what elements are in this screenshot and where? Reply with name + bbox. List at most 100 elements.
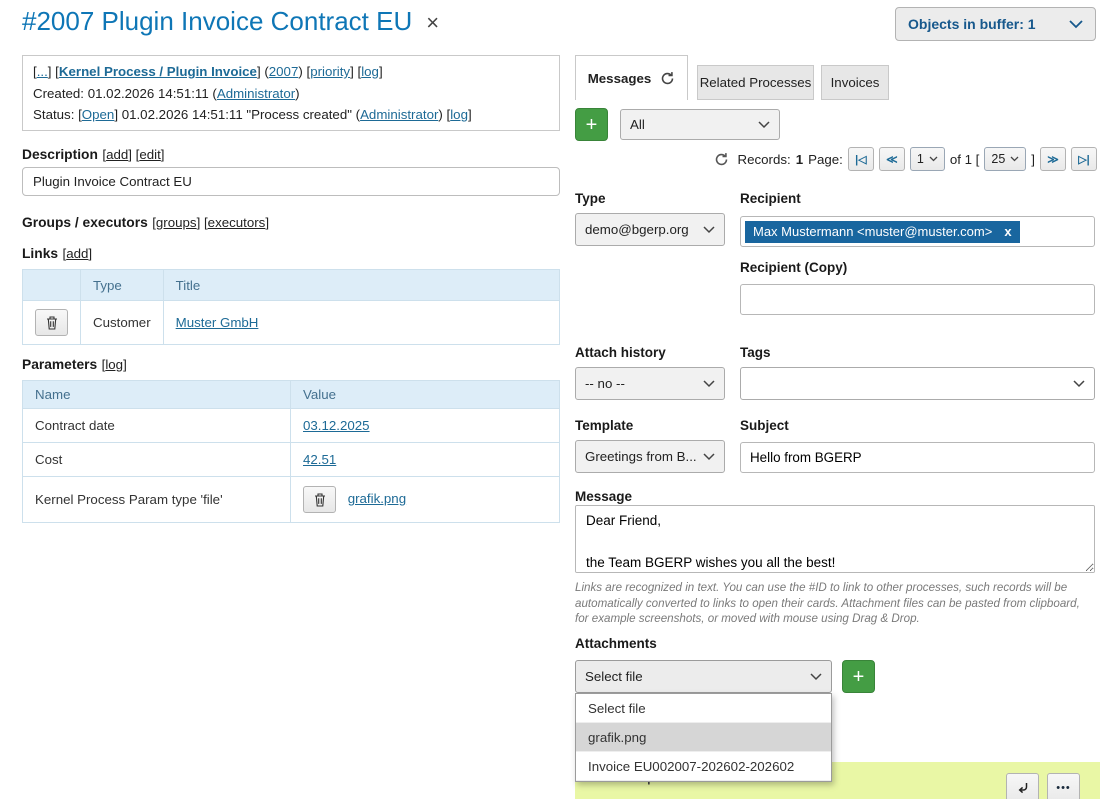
attachment-option[interactable]: grafik.png <box>576 723 831 752</box>
page-size-select[interactable]: 25 <box>984 147 1027 171</box>
tab-invoices[interactable]: Invoices <box>821 65 889 100</box>
parameters-log-link[interactable]: log <box>105 357 124 372</box>
title-row: #2007 Plugin Invoice Contract EU × <box>22 6 439 37</box>
table-row: Cost 42.51 <box>22 442 560 477</box>
template-select[interactable]: Greetings from B... <box>575 440 725 473</box>
add-message-button[interactable]: + <box>575 108 608 141</box>
reply-button[interactable] <box>1006 773 1039 799</box>
objects-in-buffer-label: Objects in buffer: 1 <box>908 16 1036 32</box>
close-icon[interactable]: × <box>426 9 440 35</box>
info-line-created: Created: 01.02.2026 14:51:11 (Administra… <box>33 83 549 105</box>
chevron-down-icon <box>703 225 715 234</box>
bracket: [ <box>102 147 107 162</box>
attachment-file-select[interactable]: Select file <box>575 660 832 693</box>
groups-link[interactable]: groups <box>155 215 197 230</box>
param-file-link[interactable]: grafik.png <box>347 491 407 507</box>
type-label: Type <box>575 191 606 206</box>
recipient-copy-label: Recipient (Copy) <box>740 260 848 275</box>
bracket: ) [ <box>298 64 311 79</box>
tab-messages-label: Messages <box>587 70 652 86</box>
page-of-label: of 1 [ <box>949 151 980 167</box>
attachment-option[interactable]: Invoice EU002007-202602-202602 <box>576 752 831 781</box>
add-attachment-button[interactable]: + <box>842 660 875 693</box>
plus-icon: + <box>852 665 865 688</box>
linked-object-link[interactable]: Muster GmbH <box>175 315 259 330</box>
plus-icon: + <box>585 113 598 136</box>
message-type-select[interactable]: demo@bgerp.org <box>575 213 725 246</box>
parameters-label: Parameters <box>22 357 98 372</box>
objects-in-buffer-dropdown[interactable]: Objects in buffer: 1 <box>895 7 1096 41</box>
tab-related-label: Related Processes <box>699 75 812 90</box>
bracket: ] <box>265 215 270 230</box>
param-value-link[interactable]: 03.12.2025 <box>303 418 370 433</box>
delete-file-button[interactable] <box>303 486 336 513</box>
trash-icon <box>46 315 58 330</box>
parameters-table-header: Name Value <box>22 380 560 409</box>
bracket: ] <box>1031 151 1035 167</box>
tags-select[interactable] <box>740 367 1095 400</box>
subject-input[interactable] <box>740 442 1095 473</box>
param-name: Contract date <box>22 408 291 443</box>
recipient-copy-field[interactable] <box>740 284 1095 315</box>
description-add-link[interactable]: add <box>106 147 129 162</box>
executors-link[interactable]: executors <box>207 215 266 230</box>
prev-page-button[interactable]: ≪ <box>878 147 905 171</box>
status-log-link[interactable]: log <box>450 107 468 122</box>
parameters-table: Name Value Contract date 03.12.2025 Cost… <box>22 380 560 523</box>
status-admin-link[interactable]: Administrator <box>360 107 439 122</box>
template-label: Template <box>575 418 634 433</box>
process-info-box: [...] [Kernel Process / Plugin Invoice ] … <box>22 55 560 131</box>
log-link[interactable]: log <box>361 64 379 79</box>
description-value: Plugin Invoice Contract EU <box>22 167 560 196</box>
bracket: ] <box>88 246 93 261</box>
chevron-down-icon <box>1010 156 1019 162</box>
tab-invoices-label: Invoices <box>830 75 880 90</box>
recipient-field[interactable]: Max Mustermann <muster@muster.com> x <box>740 216 1095 247</box>
attachment-option[interactable]: Select file <box>576 694 831 723</box>
bracket: ] [ <box>47 64 59 79</box>
param-name: Cost <box>22 442 291 477</box>
bracket: ] <box>160 147 165 162</box>
attach-history-value: -- no -- <box>585 376 625 391</box>
status-detail-text: ] 01.02.2026 14:51:11 "Process created" … <box>114 107 361 122</box>
message-filter-select[interactable]: All <box>620 109 780 140</box>
more-link[interactable]: ... <box>36 64 48 79</box>
links-add-link[interactable]: add <box>66 246 89 261</box>
refresh-icon[interactable] <box>714 152 729 167</box>
process-id-link[interactable]: 2007 <box>268 64 299 79</box>
status-open-link[interactable]: Open <box>81 107 115 122</box>
parameters-heading: Parameters [log] <box>22 356 127 374</box>
process-type-link[interactable]: Kernel Process / Plugin Invoice <box>58 64 257 79</box>
links-col-title: Title <box>162 269 561 301</box>
groups-label: Groups / executors <box>22 215 148 230</box>
description-label: Description <box>22 147 98 162</box>
more-actions-button[interactable]: ••• <box>1047 773 1080 799</box>
last-page-button[interactable]: ▷| <box>1071 147 1097 171</box>
delete-link-button[interactable] <box>35 309 68 336</box>
priority-link[interactable]: priority <box>310 64 351 79</box>
refresh-icon[interactable] <box>660 71 675 86</box>
page-number-select[interactable]: 1 <box>909 147 945 171</box>
created-text: Created: 01.02.2026 14:51:11 ( <box>33 85 217 101</box>
pager: Records: 1 Page: |◁ ≪ 1 of 1 [ 25 ] ≫ ▷| <box>714 147 1097 171</box>
remove-recipient-icon[interactable]: x <box>1004 224 1012 239</box>
attach-history-select[interactable]: -- no -- <box>575 367 725 400</box>
tab-related-processes[interactable]: Related Processes <box>697 65 814 100</box>
next-page-button[interactable]: ≫ <box>1040 147 1066 171</box>
first-page-button[interactable]: |◁ <box>847 147 874 171</box>
bracket: ] [ <box>128 147 140 162</box>
bracket: ) <box>295 85 300 101</box>
attachments-label: Attachments <box>575 636 657 651</box>
description-edit-link[interactable]: edit <box>139 147 161 162</box>
bracket: ] <box>123 357 127 372</box>
links-label: Links <box>22 246 59 261</box>
creator-link[interactable]: Administrator <box>216 85 296 101</box>
bracket: [ <box>33 64 37 79</box>
attach-history-label: Attach history <box>575 345 666 360</box>
message-textarea[interactable]: Dear Friend, the Team BGERP wishes you a… <box>575 505 1095 573</box>
tab-messages[interactable]: Messages <box>575 55 688 100</box>
message-hint-text: Links are recognized in text. You can us… <box>575 581 1080 625</box>
chevron-down-icon <box>1069 19 1083 29</box>
groups-heading: Groups / executors [groups] [executors] <box>22 214 269 232</box>
param-value-link[interactable]: 42.51 <box>303 452 337 467</box>
